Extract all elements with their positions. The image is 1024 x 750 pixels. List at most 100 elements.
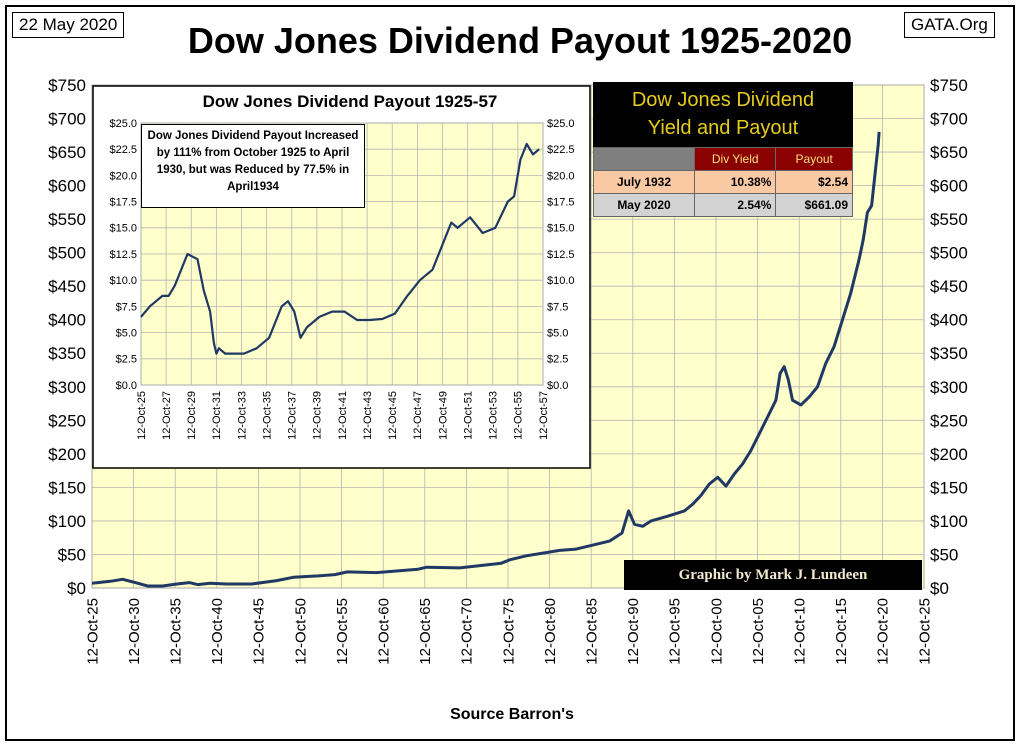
row-yield: 2.54% xyxy=(693,193,777,217)
main-y-tick-label-left: $300 xyxy=(48,378,86,397)
yield-table-title-1: Dow Jones Dividend xyxy=(631,89,815,111)
main-y-tick-label-left: $650 xyxy=(48,143,86,162)
main-y-tick-label-right: $250 xyxy=(930,411,968,430)
main-y-tick-label-left: $50 xyxy=(58,545,86,564)
main-y-tick-label-right: $150 xyxy=(930,478,968,497)
main-x-tick-label: 12-Oct-25 xyxy=(916,598,933,665)
inset-y-tick-label-left: $12.5 xyxy=(109,249,137,261)
inset-y-tick-label-left: $22.5 xyxy=(109,144,137,156)
main-x-tick-label: 12-Oct-65 xyxy=(417,598,434,665)
row-payout: $2.54 xyxy=(775,170,853,194)
main-series-line-0 xyxy=(91,131,881,588)
main-x-tick-label: 12-Oct-50 xyxy=(292,598,309,665)
main-x-tick-label: 12-Oct-30 xyxy=(126,598,143,665)
main-y-tick-label-left: $250 xyxy=(48,411,86,430)
table-row: July 1932 10.38% $2.54 xyxy=(593,170,853,194)
main-y-tick-label-right: $350 xyxy=(930,344,968,363)
inset-y-tick-label-right: $22.5 xyxy=(547,144,575,156)
inset-x-tick-label: 12-Oct-43 xyxy=(362,391,374,440)
yield-table-grid: Div Yield Payout July 1932 10.38% $2.54 … xyxy=(593,147,853,217)
yield-table-header: Dow Jones Dividend Yield and Payout xyxy=(593,82,853,147)
inset-y-tick-label-right: $10.0 xyxy=(547,275,575,287)
main-x-tick-label: 12-Oct-00 xyxy=(708,598,725,665)
main-x-tick-label: 12-Oct-55 xyxy=(334,598,351,665)
inset-x-tick-label: 12-Oct-25 xyxy=(136,391,148,440)
main-y-tick-label-left: $700 xyxy=(48,109,86,128)
row-date: July 1932 xyxy=(593,170,695,194)
inset-x-tick-label: 12-Oct-37 xyxy=(287,391,299,440)
inset-y-tick-label-left: $25.0 xyxy=(109,118,137,130)
table-header-row: Div Yield Payout xyxy=(593,147,853,171)
inset-x-tick-label: 12-Oct-29 xyxy=(186,391,198,440)
inset-x-tick-label: 12-Oct-47 xyxy=(412,391,424,440)
main-y-tick-label-right: $600 xyxy=(930,177,968,196)
main-y-tick-label-left: $550 xyxy=(48,210,86,229)
main-y-tick-label-right: $50 xyxy=(930,545,958,564)
site-label: GATA.Org xyxy=(904,12,995,38)
main-x-tick-label: 12-Oct-15 xyxy=(833,598,850,665)
main-y-tick-label-left: $150 xyxy=(48,478,86,497)
main-y-tick-label-right: $200 xyxy=(930,445,968,464)
div-yield-header: Div Yield xyxy=(693,147,777,171)
yield-table-title-2: Yield and Payout xyxy=(647,117,799,139)
main-x-tick-label: 12-Oct-35 xyxy=(167,598,184,665)
main-y-tick-label-right: $650 xyxy=(930,143,968,162)
row-payout: $661.09 xyxy=(775,193,853,217)
inset-x-tick-label: 12-Oct-31 xyxy=(211,391,223,440)
main-y-tick-label-left: $600 xyxy=(48,177,86,196)
main-y-tick-label-left: $400 xyxy=(48,311,86,330)
main-y-tick-label-left: $0 xyxy=(67,579,86,598)
main-y-tick-label-left: $500 xyxy=(48,244,86,263)
main-x-tick-label: 12-Oct-90 xyxy=(625,598,642,665)
inset-x-tick-label: 12-Oct-45 xyxy=(387,391,399,440)
row-date: May 2020 xyxy=(593,193,695,217)
inset-y-tick-label-right: $25.0 xyxy=(547,118,575,130)
inset-x-tick-label: 12-Oct-55 xyxy=(513,391,525,440)
main-y-tick-label-right: $0 xyxy=(930,579,949,598)
main-y-tick-label-right: $700 xyxy=(930,109,968,128)
inset-y-tick-label-left: $20.0 xyxy=(109,170,137,182)
inset-y-tick-label-left: $2.5 xyxy=(116,354,137,366)
inset-y-tick-label-right: $2.5 xyxy=(547,354,568,366)
main-y-tick-label-left: $450 xyxy=(48,277,86,296)
main-x-tick-label: 12-Oct-70 xyxy=(459,598,476,665)
inset-annotation: Dow Jones Dividend Payout Increased by 1… xyxy=(141,124,365,208)
inset-title: Dow Jones Dividend Payout 1925-57 xyxy=(202,92,498,111)
inset-x-tick-label: 12-Oct-33 xyxy=(236,391,248,440)
main-x-tick-label: 12-Oct-60 xyxy=(375,598,392,665)
inset-y-tick-label-left: $5.0 xyxy=(116,327,137,339)
credit-label: Graphic by Mark J. Lundeen xyxy=(624,560,922,590)
payout-header: Payout xyxy=(775,147,853,171)
main-y-tick-label-right: $750 xyxy=(930,76,968,95)
inset-y-tick-label-right: $20.0 xyxy=(547,170,575,182)
main-y-tick-label-left: $200 xyxy=(48,445,86,464)
main-x-tick-label: 12-Oct-45 xyxy=(251,598,268,665)
main-y-tick-label-right: $500 xyxy=(930,244,968,263)
chart-title: Dow Jones Dividend Payout 1925-2020 xyxy=(187,20,853,61)
main-x-tick-label: 12-Oct-80 xyxy=(542,598,559,665)
inset-x-tick-label: 12-Oct-57 xyxy=(538,391,550,440)
row-yield: 10.38% xyxy=(693,170,777,194)
inset-y-tick-label-left: $7.5 xyxy=(116,301,137,313)
main-y-tick-label-right: $300 xyxy=(930,378,968,397)
inset-x-tick-label: 12-Oct-53 xyxy=(488,391,500,440)
source-label: Source Barron's xyxy=(450,706,574,723)
inset-x-tick-label: 12-Oct-51 xyxy=(462,391,474,440)
inset-series-line-0 xyxy=(140,142,540,355)
main-y-tick-label-left: $350 xyxy=(48,344,86,363)
inset-y-tick-label-left: $17.5 xyxy=(109,196,137,208)
inset-x-tick-label: 12-Oct-49 xyxy=(437,391,449,440)
date-label: 22 May 2020 xyxy=(12,12,125,38)
main-y-tick-label-right: $100 xyxy=(930,512,968,531)
inset-x-tick-label: 12-Oct-41 xyxy=(337,391,349,440)
main-y-tick-label-left: $100 xyxy=(48,512,86,531)
main-y-tick-label-right: $550 xyxy=(930,210,968,229)
inset-x-tick-label: 12-Oct-39 xyxy=(312,391,324,440)
inset-y-tick-label-right: $0.0 xyxy=(547,380,568,392)
inset-x-tick-label: 12-Oct-27 xyxy=(161,391,173,440)
inset-y-tick-label-right: $7.5 xyxy=(547,301,568,313)
main-x-tick-label: 12-Oct-40 xyxy=(209,598,226,665)
main-x-tick-label: 12-Oct-75 xyxy=(500,598,517,665)
inset-y-tick-label-left: $10.0 xyxy=(109,275,137,287)
main-x-tick-label: 12-Oct-10 xyxy=(791,598,808,665)
